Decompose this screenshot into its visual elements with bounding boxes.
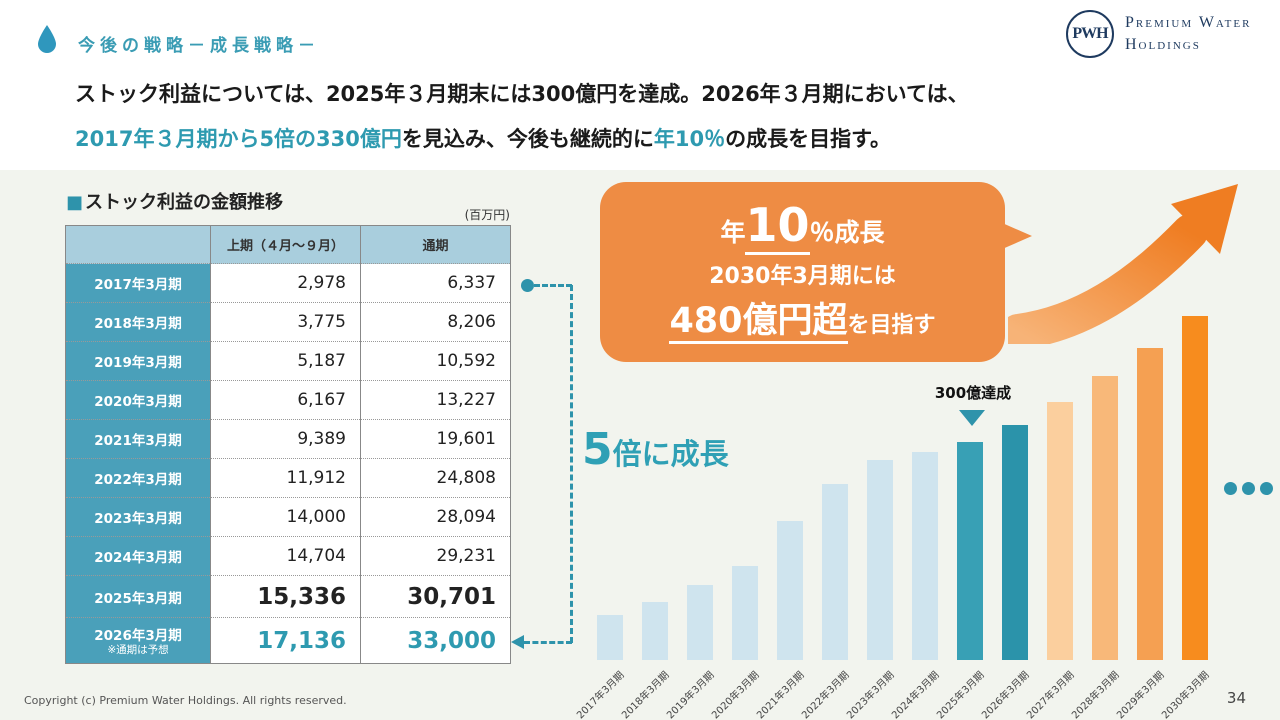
row-label: 2017年3月期 xyxy=(65,263,211,303)
page-number: 34 xyxy=(1226,689,1246,707)
first-half-value: 2,978 xyxy=(210,263,361,303)
connector-line-vertical xyxy=(570,285,573,643)
ellipsis-dot-3 xyxy=(1260,482,1273,495)
company-name-line1: Premium Water xyxy=(1125,13,1252,31)
row-label: 2021年3月期 xyxy=(65,419,211,459)
connector-line-top xyxy=(534,284,572,287)
company-name: Premium Water Holdings xyxy=(1125,12,1251,57)
company-name-line2: Holdings xyxy=(1125,36,1201,53)
row-label: 2025年3月期 xyxy=(65,575,211,618)
row-label: 2023年3月期 xyxy=(65,497,211,537)
connector-arrowhead-icon xyxy=(511,635,524,649)
target-callout-bubble: 年10％成長 2030年3月期には 480億円超を目指す xyxy=(600,182,1005,362)
row-label: 2024年3月期 xyxy=(65,536,211,576)
first-half-value: 17,136 xyxy=(210,617,361,664)
square-bullet-icon: ■ xyxy=(66,192,84,213)
first-half-value: 9,389 xyxy=(210,419,361,459)
table-header-row: 上期（４月～９月） 通期 xyxy=(65,225,511,264)
row-note: ※通期は予想 xyxy=(107,644,169,657)
lead-line1: ストック利益については、2025年３月期末には300億円を達成。2026年３月期… xyxy=(75,82,969,106)
lead-line2: 2017年３月期から5倍の330億円を見込み、今後も継続的に年10％の成長を目指… xyxy=(75,129,969,150)
full-year-value: 29,231 xyxy=(360,536,511,576)
full-year-value: 6,337 xyxy=(360,263,511,303)
callout-line2: 2030年3月期には xyxy=(709,263,896,289)
connector-line-bottom xyxy=(524,641,572,644)
table-row: 2018年3月期 3,775 8,206 xyxy=(65,302,511,342)
row-label: 2022年3月期 xyxy=(65,458,211,498)
bubble-tail-icon xyxy=(1000,222,1032,250)
first-half-value: 5,187 xyxy=(210,341,361,381)
stock-profit-table: 上期（４月～９月） 通期 2017年3月期 2,978 6,337 2018年3月期 3… xyxy=(65,225,511,664)
first-half-value: 15,336 xyxy=(210,575,361,618)
table-row: 2021年3月期 9,389 19,601 xyxy=(65,419,511,459)
full-year-value: 30,701 xyxy=(360,575,511,618)
table-row: 2019年3月期 5,187 10,592 xyxy=(65,341,511,381)
slide-title: 今後の戦略－成長戦略－ xyxy=(78,36,320,56)
row-label: 2018年3月期 xyxy=(65,302,211,342)
full-year-value: 13,227 xyxy=(360,380,511,420)
first-half-value: 6,167 xyxy=(210,380,361,420)
first-half-value: 14,000 xyxy=(210,497,361,537)
lead-mid: を見込み、今後も継続的に xyxy=(401,127,654,151)
growth-arrow-icon xyxy=(1000,176,1243,350)
table-row: 2020年3月期 6,167 13,227 xyxy=(65,380,511,420)
full-year-value: 24,808 xyxy=(360,458,511,498)
callout-percent-value: 10 xyxy=(745,197,810,255)
table-title: ■ ストック利益の金額推移 xyxy=(66,188,283,214)
first-half-value: 11,912 xyxy=(210,458,361,498)
growth-big-number: 5 xyxy=(582,424,613,475)
column-header-full-year: 通期 xyxy=(360,225,511,264)
growth-label-text: 倍に成長 xyxy=(612,437,729,471)
lead-highlight-1: 2017年３月期から5倍の330億円 xyxy=(75,127,402,151)
table-row: 2025年3月期 15,336 30,701 xyxy=(65,575,511,618)
row-label: 2020年3月期 xyxy=(65,380,211,420)
connector-dot xyxy=(521,279,534,292)
full-year-value: 19,601 xyxy=(360,419,511,459)
ellipsis-dot-1 xyxy=(1224,482,1237,495)
company-logo: PWH Premium Water Holdings xyxy=(1066,10,1251,58)
full-year-value: 33,000 xyxy=(360,617,511,664)
first-half-value: 3,775 xyxy=(210,302,361,342)
logo-monogram-icon: PWH xyxy=(1066,10,1114,58)
down-arrow-icon xyxy=(959,410,985,426)
full-year-value: 8,206 xyxy=(360,302,511,342)
lead-end: の成長を目指す。 xyxy=(725,127,892,151)
table-row: 2023年3月期 14,000 28,094 xyxy=(65,497,511,537)
table-row: 2017年3月期 2,978 6,337 xyxy=(65,263,511,303)
lead-paragraph: ストック利益については、2025年３月期末には300億円を達成。2026年３月期… xyxy=(75,84,969,150)
growth-multiplier-label: 5倍に成長 xyxy=(582,424,729,475)
first-half-value: 14,704 xyxy=(210,536,361,576)
column-header-first-half: 上期（４月～９月） xyxy=(210,225,361,264)
table-row: 2026年3月期 ※通期は予想 17,136 33,000 xyxy=(65,617,511,664)
row-label: 2019年3月期 xyxy=(65,341,211,381)
callout-line1: 年10％成長 xyxy=(720,197,885,255)
callout-target-value: 480億円超 xyxy=(669,300,848,344)
ellipsis-dot-2 xyxy=(1242,482,1255,495)
table-title-text: ストック利益の金額推移 xyxy=(85,192,284,213)
lead-highlight-2: 年10％ xyxy=(653,127,726,151)
water-drop-icon xyxy=(36,24,58,58)
full-year-value: 10,592 xyxy=(360,341,511,381)
milestone-annotation: 300億達成 xyxy=(934,384,1012,402)
corner-cell xyxy=(65,225,211,264)
full-year-value: 28,094 xyxy=(360,497,511,537)
table-row: 2024年3月期 14,704 29,231 xyxy=(65,536,511,576)
callout-line3: 480億円超を目指す xyxy=(669,292,936,344)
row-label: 2026年3月期 ※通期は予想 xyxy=(65,617,211,664)
table-row: 2022年3月期 11,912 24,808 xyxy=(65,458,511,498)
copyright-text: Copyright (c) Premium Water Holdings. Al… xyxy=(24,694,347,707)
unit-label: (百万円) xyxy=(464,208,510,222)
